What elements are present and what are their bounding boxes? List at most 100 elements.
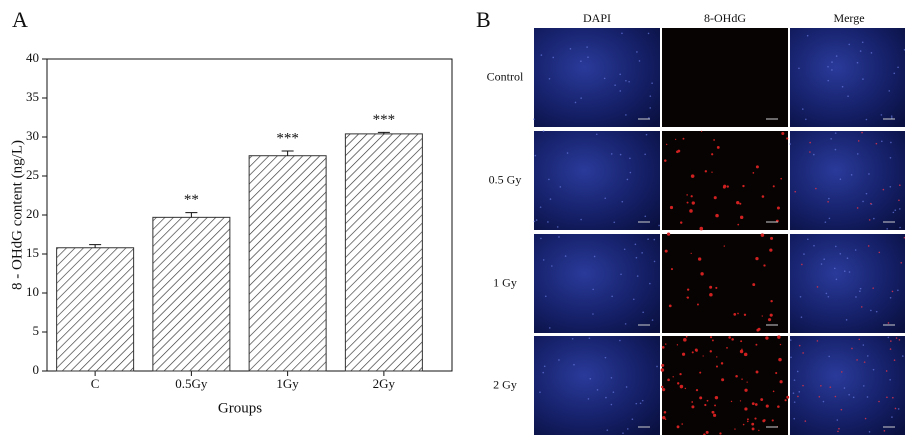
nucleus	[547, 221, 549, 223]
nucleus	[653, 238, 656, 241]
red-spot	[895, 337, 898, 339]
red-spot	[684, 387, 687, 390]
red-spot	[664, 159, 667, 162]
x-tick-label: C	[91, 376, 100, 391]
red-spot	[695, 349, 698, 352]
nucleus	[881, 140, 883, 143]
red-spot	[815, 187, 817, 190]
row-label: 1 Gy	[493, 275, 517, 289]
bar	[344, 133, 423, 372]
red-spot	[898, 199, 900, 202]
red-spot	[816, 286, 819, 288]
nucleus	[636, 275, 639, 277]
red-spot	[755, 165, 759, 169]
nucleus	[542, 259, 545, 261]
nucleus	[848, 43, 851, 46]
nucleus	[892, 211, 895, 214]
nucleus	[801, 108, 804, 110]
red-spot	[777, 335, 781, 339]
nucleus	[629, 157, 631, 160]
red-spot	[867, 245, 870, 247]
nucleus	[872, 368, 875, 371]
nucleus	[606, 429, 609, 431]
red-spot	[682, 137, 685, 140]
nucleus	[835, 55, 838, 57]
nucleus	[806, 34, 809, 37]
red-spot	[809, 151, 811, 153]
red-spot	[872, 287, 874, 289]
red-spot	[767, 318, 772, 322]
nucleus	[634, 243, 637, 246]
nucleus	[833, 267, 836, 270]
nucleus	[542, 371, 545, 374]
nucleus	[890, 141, 892, 144]
nucleus	[629, 171, 632, 174]
red-spot	[676, 150, 679, 154]
red-spot	[702, 355, 704, 357]
nucleus	[803, 253, 805, 255]
red-spot	[802, 384, 804, 387]
red-spot	[838, 427, 840, 430]
red-spot	[742, 184, 745, 188]
red-spot	[740, 340, 743, 343]
red-spot	[670, 268, 673, 271]
red-spot	[890, 340, 892, 342]
nucleus	[830, 138, 832, 140]
y-tick-label: 20	[26, 206, 39, 221]
nucleus	[887, 336, 890, 339]
nucleus	[574, 101, 577, 104]
nucleus	[834, 245, 837, 248]
nucleus	[533, 220, 536, 223]
nucleus	[870, 309, 872, 312]
nucleus	[651, 82, 653, 84]
red-spot	[698, 257, 702, 261]
red-spot	[661, 345, 665, 349]
nucleus	[604, 356, 607, 359]
red-spot	[711, 153, 714, 156]
nucleus	[873, 217, 875, 220]
red-spot	[755, 370, 759, 374]
nucleus	[559, 186, 562, 188]
error-bar	[377, 131, 390, 134]
red-spot	[829, 386, 832, 388]
nucleus	[587, 56, 589, 58]
y-axis-label: 8 - OHdG content (ng/L)	[9, 140, 25, 290]
nucleus	[870, 52, 873, 54]
nucleus	[539, 391, 541, 393]
red-spot	[784, 399, 787, 402]
nucleus	[558, 236, 560, 238]
nucleus	[586, 46, 588, 48]
red-spot	[760, 233, 765, 237]
micrograph	[534, 234, 660, 333]
nucleus	[569, 48, 572, 50]
nucleus	[875, 310, 878, 313]
nucleus	[792, 392, 795, 394]
nucleus	[789, 339, 792, 341]
nucleus	[623, 248, 626, 251]
red-spot	[798, 344, 801, 347]
red-spot	[868, 219, 871, 221]
red-spot	[797, 395, 799, 398]
nucleus	[621, 200, 624, 203]
red-spot	[746, 420, 749, 423]
nucleus	[813, 244, 815, 247]
micrograph	[534, 131, 660, 230]
red-spot	[716, 356, 718, 358]
nucleus	[798, 391, 801, 393]
nucleus	[625, 114, 627, 116]
y-tick-label: 40	[26, 50, 39, 65]
nucleus	[639, 402, 642, 405]
red-spot	[741, 348, 743, 351]
nucleus	[855, 296, 857, 298]
nucleus	[897, 66, 899, 69]
nucleus	[644, 153, 646, 156]
y-tick-label: 0	[33, 362, 40, 377]
nucleus	[628, 80, 630, 83]
red-spot	[735, 375, 738, 378]
panel-label: B	[476, 7, 491, 32]
nucleus	[624, 323, 627, 325]
nucleus	[552, 56, 555, 59]
red-spot	[891, 290, 894, 293]
red-spot	[751, 427, 755, 431]
red-spot	[711, 171, 713, 173]
